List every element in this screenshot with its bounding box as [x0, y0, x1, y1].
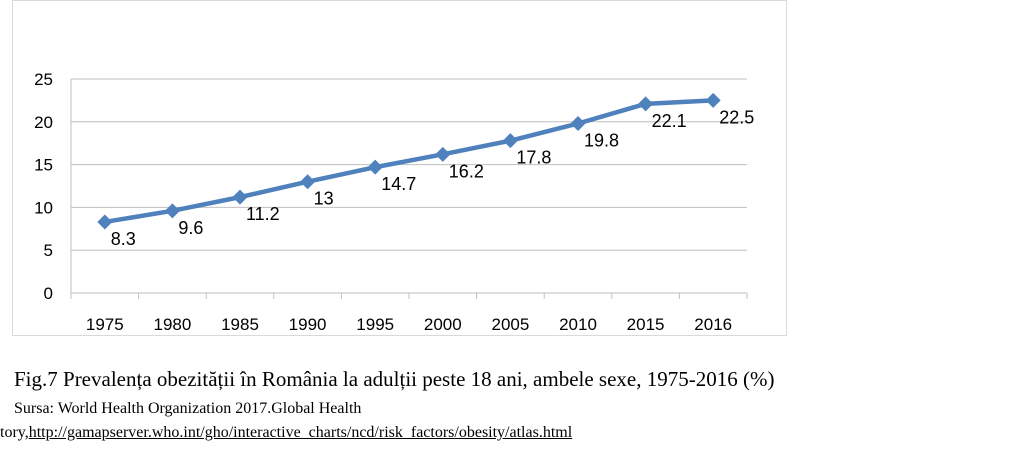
- x-tick-label: 1985: [221, 315, 259, 334]
- data-point-marker: [705, 92, 721, 108]
- y-tick-label: 25: [34, 70, 53, 89]
- x-tick-label: 2016: [694, 315, 732, 334]
- data-label: 17.8: [516, 148, 551, 168]
- data-label: 13: [314, 189, 334, 209]
- y-tick-label: 10: [34, 198, 53, 217]
- figure-caption: Fig.7 Prevalența obezității în România l…: [14, 367, 775, 391]
- x-tick-label: 2010: [559, 315, 597, 334]
- y-tick-label: 15: [34, 156, 53, 175]
- x-tick-label: 2000: [424, 315, 462, 334]
- data-point-marker: [164, 203, 180, 219]
- data-label: 9.6: [178, 218, 203, 238]
- data-label: 8.3: [111, 229, 136, 249]
- data-label: 16.2: [449, 161, 484, 181]
- source-url-prefix: tory,: [0, 424, 29, 441]
- x-tick-label: 1990: [289, 315, 327, 334]
- data-point-marker: [300, 174, 316, 190]
- x-tick-label: 2015: [627, 315, 665, 334]
- x-tick-label: 2005: [491, 315, 529, 334]
- source-link[interactable]: http://gamapserver.who.int/gho/interacti…: [28, 424, 573, 441]
- line-chart: 0 5 10 15 20 25 1975 1980 1985 1990 1995 2000 2005 20…: [34, 70, 754, 334]
- data-point-marker: [638, 96, 654, 112]
- y-tick-label: 0: [44, 284, 53, 303]
- data-label: 11.2: [246, 204, 280, 224]
- x-tick-label: 1995: [356, 315, 394, 334]
- data-point-marker: [502, 133, 518, 149]
- data-point-marker: [97, 214, 113, 230]
- data-label: 22.1: [652, 111, 687, 131]
- data-point-marker: [232, 189, 248, 205]
- data-label: 22.5: [719, 107, 754, 127]
- data-point-marker: [435, 146, 451, 162]
- data-point-marker: [570, 116, 586, 132]
- x-tick-label: 1975: [86, 315, 124, 334]
- x-tick-label: 1980: [153, 315, 191, 334]
- series-line: [104, 98, 714, 225]
- y-tick-label: 20: [34, 113, 53, 132]
- data-label: 19.8: [584, 131, 619, 151]
- chart-frame: 0 5 10 15 20 25 1975 1980 1985 1990 1995 2000 2005 20…: [12, 0, 787, 336]
- data-point-marker: [367, 159, 383, 175]
- source-url-line: tory,http://gamapserver.who.int/gho/inte…: [0, 424, 572, 442]
- data-label: 14.7: [381, 174, 416, 194]
- source-text: Sursa: World Health Organization 2017.Gl…: [14, 400, 362, 417]
- y-tick-label: 5: [44, 241, 53, 260]
